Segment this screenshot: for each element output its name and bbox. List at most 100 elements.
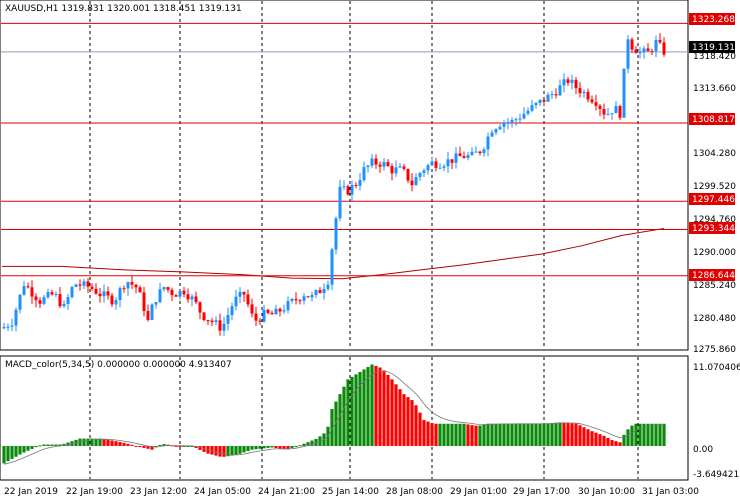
candle-body[interactable] (414, 177, 418, 186)
candle-body[interactable] (286, 301, 290, 311)
candle-body[interactable] (70, 286, 74, 298)
candle-body[interactable] (318, 290, 322, 294)
candle-body[interactable] (618, 106, 622, 118)
candle-body[interactable] (302, 296, 306, 301)
candle-body[interactable] (606, 114, 610, 116)
candle-body[interactable] (442, 166, 446, 168)
candle-body[interactable] (186, 294, 190, 300)
candle-body[interactable] (370, 158, 374, 166)
candle-body[interactable] (494, 129, 498, 133)
candle-body[interactable] (582, 91, 586, 94)
candle-body[interactable] (438, 167, 442, 169)
candle-body[interactable] (506, 122, 510, 124)
candle-body[interactable] (634, 49, 638, 54)
candle-body[interactable] (558, 85, 562, 96)
candle-body[interactable] (530, 105, 534, 111)
candle-body[interactable] (46, 292, 50, 298)
candle-body[interactable] (234, 296, 238, 307)
candle-body[interactable] (602, 108, 606, 115)
candle-body[interactable] (482, 149, 486, 154)
candle-body[interactable] (138, 287, 142, 293)
candle-body[interactable] (122, 288, 126, 290)
candle-body[interactable] (250, 304, 254, 314)
candle-body[interactable] (418, 173, 422, 178)
candle-body[interactable] (270, 312, 274, 315)
level-tags[interactable]: 1323.268 1308.817 1297.446 1293.344 1286… (689, 13, 735, 281)
candle-body[interactable] (82, 281, 86, 286)
candle-body[interactable] (30, 287, 34, 297)
candle-body[interactable] (590, 99, 594, 103)
candle-body[interactable] (2, 327, 6, 329)
candle-body[interactable] (458, 153, 462, 157)
candle-body[interactable] (358, 180, 362, 186)
candle-body[interactable] (278, 308, 282, 312)
candle-body[interactable] (338, 186, 342, 219)
candle-body[interactable] (18, 294, 22, 310)
candle-body[interactable] (214, 320, 218, 323)
candle-body[interactable] (226, 314, 230, 324)
candle-body[interactable] (518, 118, 522, 120)
candle-body[interactable] (22, 286, 26, 295)
candle-body[interactable] (398, 166, 402, 168)
candle-body[interactable] (342, 186, 346, 188)
candle-body[interactable] (94, 288, 98, 294)
candle-body[interactable] (366, 165, 370, 168)
candle-body[interactable] (410, 180, 414, 186)
candle-body[interactable] (566, 79, 570, 83)
candle-body[interactable] (198, 302, 202, 313)
candle-body[interactable] (626, 39, 630, 69)
candle-body[interactable] (434, 161, 438, 168)
level-tag[interactable]: 1293.344 (692, 224, 735, 234)
candle-body[interactable] (282, 310, 286, 312)
candle-body[interactable] (242, 291, 246, 295)
candle-body[interactable] (450, 159, 454, 163)
candle-body[interactable] (182, 290, 186, 295)
candle-body[interactable] (290, 299, 294, 302)
candle-body[interactable] (382, 162, 386, 167)
candle-body[interactable] (374, 158, 378, 165)
candle-body[interactable] (378, 164, 382, 167)
candle-body[interactable] (502, 122, 506, 127)
candle-body[interactable] (406, 168, 410, 181)
candle-body[interactable] (330, 249, 334, 285)
candle-body[interactable] (190, 296, 194, 300)
candle-body[interactable] (454, 153, 458, 163)
candle-body[interactable] (118, 288, 122, 301)
candle-body[interactable] (498, 126, 502, 130)
candle-body[interactable] (102, 291, 106, 297)
horizontal-levels[interactable] (1, 22, 688, 277)
candle-body[interactable] (126, 282, 130, 289)
candle-body[interactable] (310, 295, 314, 298)
candle-body[interactable] (422, 170, 426, 174)
candle-body[interactable] (10, 325, 14, 327)
candle-body[interactable] (354, 184, 358, 186)
candle-body[interactable] (166, 287, 170, 290)
candle-body[interactable] (574, 79, 578, 89)
candle-body[interactable] (474, 151, 478, 153)
level-tag[interactable]: 1308.817 (692, 115, 735, 125)
candle-body[interactable] (570, 79, 574, 83)
candle-body[interactable] (510, 120, 514, 123)
candle-body[interactable] (174, 295, 178, 297)
candle-body[interactable] (202, 312, 206, 320)
candle-body[interactable] (298, 300, 302, 302)
candle-body[interactable] (554, 94, 558, 96)
candlesticks[interactable] (2, 33, 666, 336)
candle-body[interactable] (390, 166, 394, 174)
candle-body[interactable] (42, 297, 46, 304)
candle-body[interactable] (578, 88, 582, 94)
candle-body[interactable] (246, 294, 250, 305)
candle-body[interactable] (50, 292, 54, 295)
candle-body[interactable] (638, 52, 642, 54)
candle-body[interactable] (266, 309, 270, 313)
candle-body[interactable] (274, 308, 278, 315)
candle-body[interactable] (470, 151, 474, 155)
candle-body[interactable] (610, 113, 614, 115)
candle-body[interactable] (598, 105, 602, 109)
candle-body[interactable] (642, 48, 646, 53)
candle-body[interactable] (34, 296, 38, 301)
level-tag[interactable]: 1286.644 (692, 271, 735, 281)
candle-body[interactable] (206, 319, 210, 321)
candle-body[interactable] (210, 320, 214, 323)
